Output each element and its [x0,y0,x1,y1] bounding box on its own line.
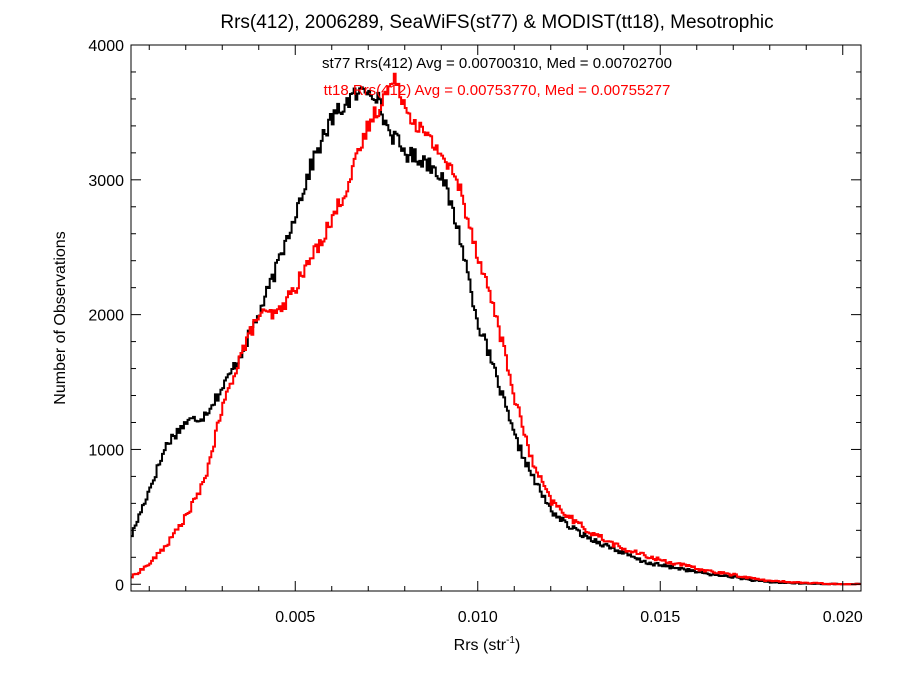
series-layer [131,72,861,586]
x-axis-title-sup: -1 [506,635,515,646]
chart-title: Rrs(412), 2006289, SeaWiFS(st77) & MODIS… [220,12,773,33]
y-tick-label: 1000 [88,442,124,459]
y-tick-label: 3000 [88,173,124,190]
annotation-tt18: tt18 Rrs(412) Avg = 0.00753770, Med = 0.… [324,82,671,99]
series-line-st77 [131,86,861,586]
x-tick-label: 0.010 [458,609,498,626]
x-tick-label: 0.015 [640,609,680,626]
x-tick-label: 0.005 [275,609,315,626]
y-tick-label: 0 [115,577,124,594]
plot-frame [130,44,862,592]
y-axis-title: Number of Observations [52,231,69,404]
y-tick-label: 2000 [88,308,124,325]
y-axis-ticks: 0 1000 2000 3000 4000 [88,38,861,594]
x-axis-title: Rrs (str-1) [454,635,521,654]
annotation-st77: st77 Rrs(412) Avg = 0.00700310, Med = 0.… [322,55,672,72]
x-tick-label: 0.020 [823,609,863,626]
x-axis-title-main: Rrs (str [454,637,507,654]
x-axis-ticks: 0.005 0.010 0.015 0.020 [148,45,863,626]
series-line-tt18 [131,72,861,586]
x-axis-title-close: ) [515,637,520,654]
y-tick-label: 4000 [88,38,124,55]
